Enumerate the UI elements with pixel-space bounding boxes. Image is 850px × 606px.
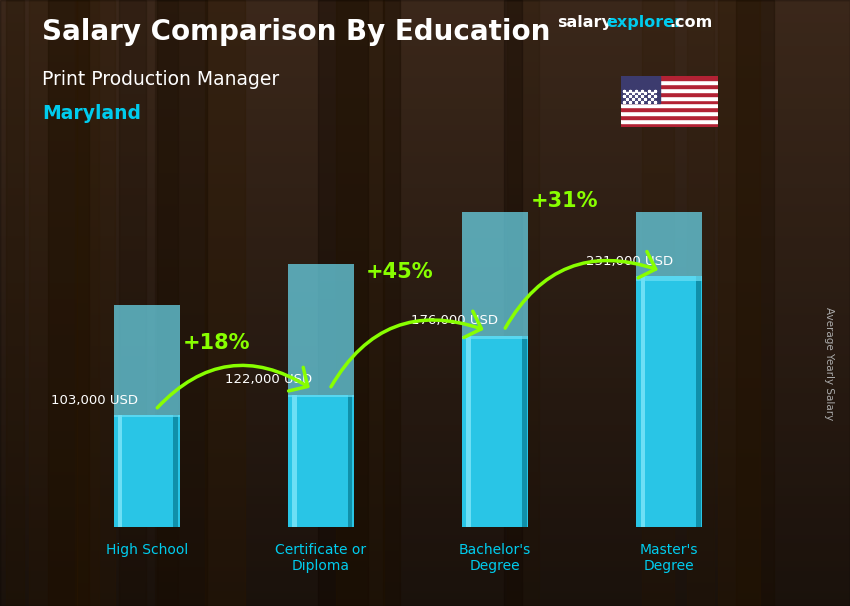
Bar — [157, 0, 207, 606]
Bar — [620, 123, 718, 127]
Text: +45%: +45% — [366, 262, 434, 282]
Bar — [292, 395, 297, 527]
Text: salary: salary — [557, 15, 612, 30]
Bar — [620, 99, 718, 104]
Bar — [637, 276, 702, 527]
Text: Salary Comparison By Education: Salary Comparison By Education — [42, 18, 551, 46]
Bar — [319, 0, 368, 606]
FancyArrowPatch shape — [331, 311, 481, 387]
Bar — [620, 107, 718, 112]
Bar — [641, 276, 645, 527]
Bar — [503, 0, 522, 606]
Bar — [118, 415, 122, 527]
Text: Average Yearly Salary: Average Yearly Salary — [824, 307, 834, 420]
Bar — [696, 276, 701, 527]
Text: 231,000 USD: 231,000 USD — [586, 255, 673, 267]
FancyArrowPatch shape — [505, 251, 655, 328]
Bar — [77, 0, 115, 606]
Text: .com: .com — [670, 15, 713, 30]
Bar — [620, 115, 718, 119]
Bar — [462, 336, 528, 527]
Bar — [736, 0, 774, 606]
Bar — [620, 84, 718, 88]
Bar — [522, 336, 527, 527]
Bar — [620, 76, 660, 104]
Bar — [637, 30, 702, 281]
Bar — [114, 415, 179, 527]
Bar — [620, 80, 718, 84]
Bar — [348, 395, 353, 527]
Text: +31%: +31% — [531, 191, 598, 211]
Bar — [205, 0, 245, 606]
Bar — [114, 305, 179, 418]
Bar — [467, 336, 471, 527]
Bar — [336, 0, 384, 606]
Bar — [687, 0, 715, 606]
Bar — [620, 104, 718, 107]
Bar — [620, 119, 718, 123]
Text: Maryland: Maryland — [42, 104, 141, 123]
Text: 176,000 USD: 176,000 USD — [411, 315, 498, 327]
Bar — [620, 112, 718, 115]
Bar — [48, 0, 89, 606]
Text: explorer: explorer — [606, 15, 683, 30]
Bar — [6, 0, 24, 606]
Bar — [75, 0, 99, 606]
Text: 122,000 USD: 122,000 USD — [225, 373, 312, 386]
Bar — [620, 96, 718, 99]
Bar — [288, 395, 354, 527]
Bar — [642, 0, 673, 606]
Bar — [155, 0, 178, 606]
Bar — [173, 415, 178, 527]
Bar — [382, 0, 400, 606]
Bar — [288, 264, 354, 397]
Bar — [118, 0, 145, 606]
Bar — [507, 0, 540, 606]
Text: Print Production Manager: Print Production Manager — [42, 70, 280, 88]
Bar — [718, 0, 760, 606]
Text: +18%: +18% — [183, 333, 250, 353]
FancyArrowPatch shape — [157, 365, 308, 408]
Bar — [620, 88, 718, 92]
Bar — [462, 148, 528, 339]
Bar — [620, 76, 718, 80]
Bar — [29, 0, 77, 606]
Bar — [620, 92, 718, 96]
Text: 103,000 USD: 103,000 USD — [51, 394, 138, 407]
